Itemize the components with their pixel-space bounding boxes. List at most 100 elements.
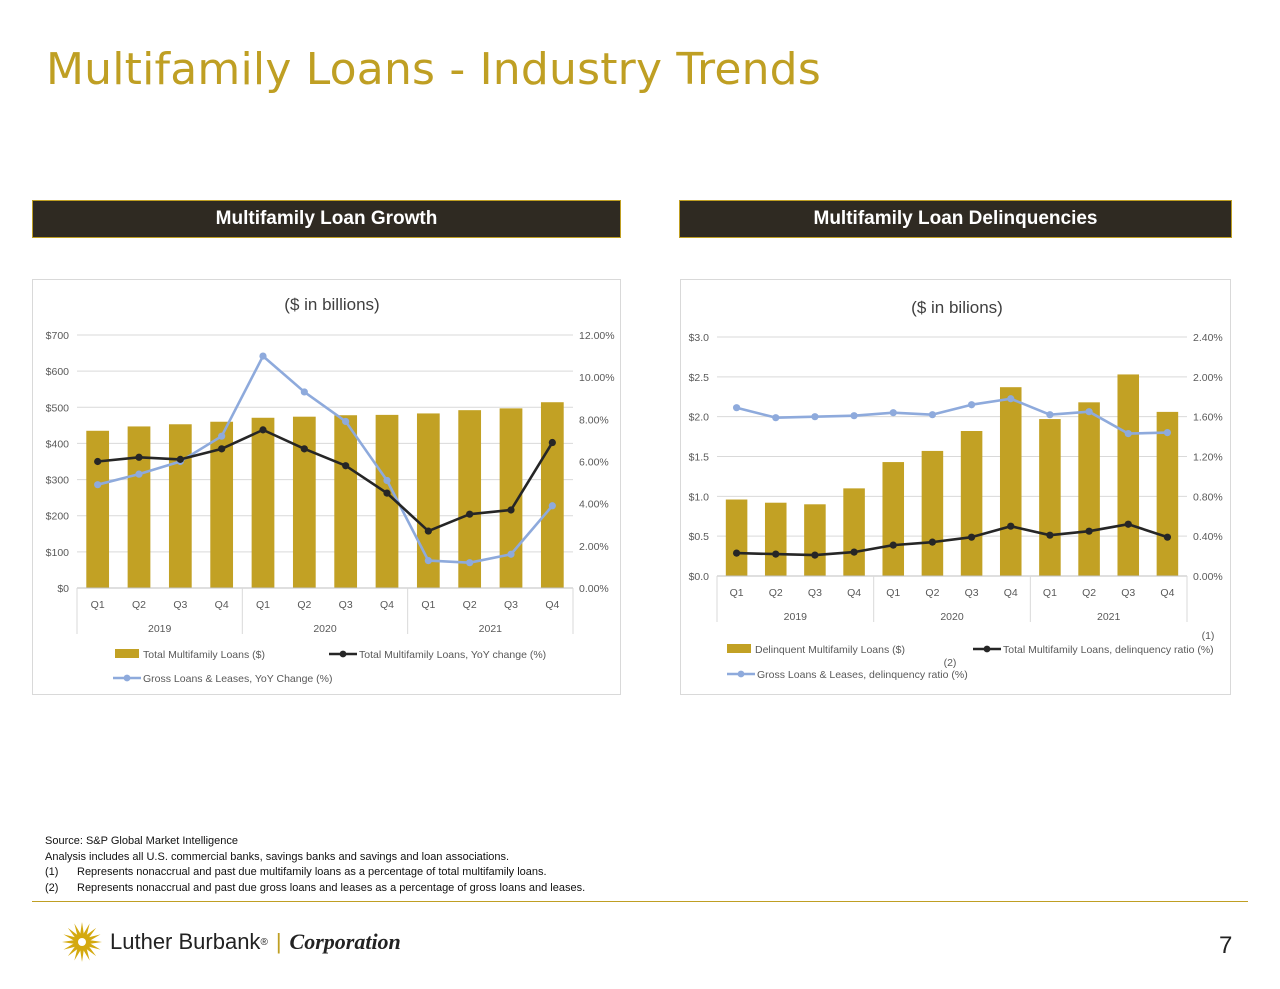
x-group-label: 2021	[1097, 611, 1121, 623]
y-left-tick-label: $700	[46, 330, 70, 342]
line-point	[811, 551, 819, 559]
line-point	[732, 549, 741, 557]
bar	[882, 462, 905, 576]
banner-loan-delinquencies: Multifamily Loan Delinquencies	[679, 200, 1232, 238]
bar	[210, 421, 234, 588]
line-point	[1124, 520, 1132, 528]
y-right-tick-label: 0.40%	[1193, 531, 1223, 543]
line-point	[300, 388, 308, 396]
bar	[251, 417, 275, 588]
y-right-tick-label: 2.40%	[1193, 332, 1223, 344]
series-line	[97, 354, 554, 565]
company-logo: Luther Burbank ® | Corporation	[60, 920, 401, 964]
x-tick-label: Q1	[256, 599, 270, 611]
legend-swatch-point	[983, 645, 991, 653]
line-point	[1007, 395, 1015, 403]
x-group-label: 2020	[940, 611, 964, 623]
legend-swatch-bar	[115, 649, 139, 658]
footnotes: Source: S&P Global Market Intelligence A…	[45, 834, 585, 896]
bar	[1117, 374, 1140, 576]
x-group-label: 2020	[313, 623, 337, 635]
chart-title: ($ in billions)	[284, 295, 379, 314]
footnote-1: (1) Represents nonaccrual and past due m…	[45, 865, 585, 881]
banner-loan-growth: Multifamily Loan Growth	[32, 200, 621, 238]
line-point	[732, 404, 741, 412]
series-line	[736, 397, 1168, 435]
series-line	[97, 428, 554, 533]
y-right-tick-label: 0.80%	[1193, 491, 1223, 503]
footnote-number: (2)	[45, 881, 59, 894]
line-point	[218, 432, 226, 440]
x-tick-label: Q2	[769, 587, 783, 599]
legend-swatch-point	[123, 674, 131, 682]
y-right-tick-label: 1.60%	[1193, 412, 1223, 424]
x-tick-label: Q2	[1082, 587, 1096, 599]
footer-rule	[32, 901, 1248, 902]
x-group-label: 2019	[148, 623, 172, 635]
line-point	[1007, 522, 1015, 530]
line-point	[1085, 408, 1093, 416]
y-left-tick-label: $300	[46, 475, 70, 487]
line-point	[1085, 527, 1093, 535]
x-tick-label: Q1	[886, 587, 900, 599]
x-tick-label: Q4	[1160, 587, 1174, 599]
y-right-tick-label: 6.00%	[579, 457, 609, 469]
line-point	[850, 548, 858, 556]
y-right-tick-label: 2.00%	[579, 541, 609, 553]
x-tick-label: Q2	[463, 599, 477, 611]
bar	[127, 426, 151, 588]
line-point	[94, 457, 102, 466]
logo-corporation: Corporation	[289, 929, 401, 954]
line-point	[424, 556, 432, 565]
line-point	[548, 502, 556, 510]
x-tick-label: Q3	[1121, 587, 1135, 599]
line-point	[1163, 533, 1172, 541]
y-left-tick-label: $1.5	[689, 452, 710, 464]
x-tick-label: Q4	[1004, 587, 1018, 599]
bar	[804, 504, 826, 576]
line-point	[176, 455, 184, 463]
line-point	[967, 533, 976, 541]
line-point	[928, 411, 937, 419]
x-tick-label: Q3	[965, 587, 979, 599]
y-left-tick-label: $400	[46, 438, 70, 450]
bar	[292, 416, 316, 588]
page-title: Multifamily Loans - Industry Trends	[46, 44, 821, 95]
line-point	[1124, 429, 1132, 438]
x-tick-label: Q2	[297, 599, 311, 611]
bar	[999, 387, 1022, 576]
line-point	[889, 409, 897, 417]
x-tick-label: Q4	[215, 599, 229, 611]
analysis-note: Analysis includes all U.S. commercial ba…	[45, 850, 510, 863]
bar	[416, 413, 440, 588]
line-point	[342, 417, 350, 426]
sunburst-logo-icon	[62, 922, 102, 962]
line-point	[300, 445, 308, 453]
line-point	[928, 538, 937, 546]
line-point	[1046, 411, 1054, 419]
line-point	[772, 550, 780, 558]
y-left-tick-label: $0.5	[689, 531, 710, 543]
line-point	[259, 352, 267, 360]
line-point	[135, 453, 143, 461]
legend-label: Gross Loans & Leases, delinquency ratio …	[757, 669, 968, 681]
y-right-tick-label: 8.00%	[579, 414, 609, 426]
legend-label: Total Multifamily Loans ($)	[143, 649, 265, 661]
x-tick-label: Q4	[847, 587, 861, 599]
footnote-2: (2) Represents nonaccrual and past due g…	[45, 881, 585, 897]
bar	[1156, 411, 1179, 576]
y-left-tick-label: $600	[46, 366, 70, 378]
y-left-tick-label: $1.0	[689, 491, 710, 503]
legend-swatch-bar	[727, 644, 751, 653]
chart-loan-growth: ($ in billions) $0 $100 $200 $300 $400 $500 $60…	[46, 295, 615, 685]
line-point	[1046, 531, 1054, 539]
logo-name: Luther Burbank	[110, 929, 261, 954]
chart-title: ($ in bilions)	[911, 298, 1003, 317]
line-point	[507, 550, 515, 558]
bar	[334, 415, 358, 588]
x-tick-label: Q1	[421, 599, 435, 611]
x-group-label: 2019	[784, 611, 808, 623]
y-right-tick-label: 0.00%	[1193, 571, 1223, 583]
legend-swatch-point	[339, 650, 347, 658]
legend-note-2: (2)	[944, 657, 957, 669]
